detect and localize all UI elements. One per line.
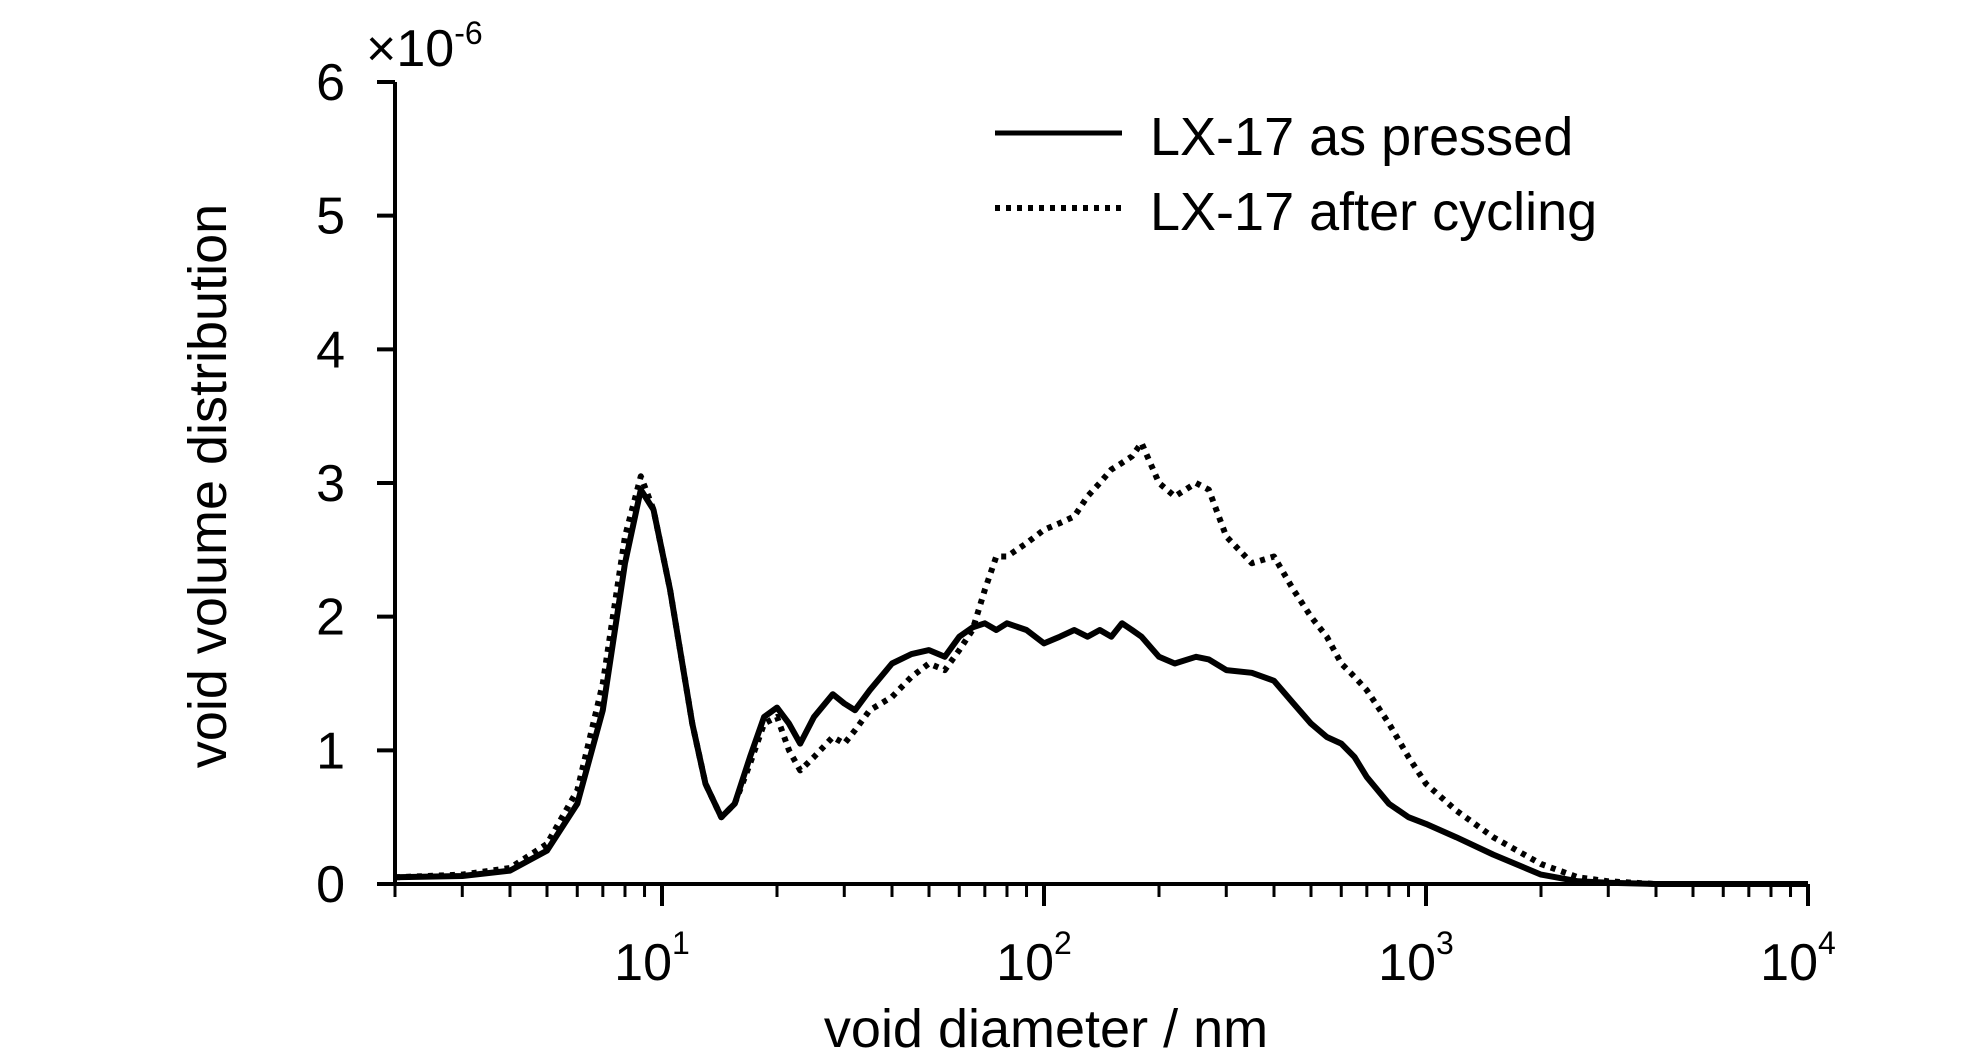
y-tick-label: 5 [316,188,345,246]
y-tick-label: 0 [316,856,345,914]
y-tick-label: 6 [316,54,345,112]
y-ticks: 0 1 2 3 4 5 6 [316,54,395,914]
x-tick-label: 103 [1378,925,1454,992]
x-ticks: 101 102 103 104 [393,884,1836,992]
y-axis-title: void volume distribution [178,204,238,768]
series-line-after-cycling [394,439,1808,887]
x-tick-label: 102 [996,925,1072,992]
y-tick-label: 2 [316,589,345,647]
y-tick-label: 3 [316,455,345,513]
x-axis-title: void diameter / nm [824,999,1268,1059]
legend-label-after-cycling: LX-17 after cycling [1150,182,1597,242]
x-tick-label: 101 [614,925,690,992]
legend: LX-17 as pressed LX-17 after cycling [995,107,1597,242]
y-multiplier-label: ×10-6 [366,15,483,78]
legend-label-as-pressed: LX-17 as pressed [1150,107,1573,167]
series-line-as-pressed [394,486,1808,887]
x-tick-label: 104 [1760,925,1836,992]
series-group [394,439,1808,887]
y-tick-label: 4 [316,321,345,379]
y-tick-label: 1 [316,722,345,780]
